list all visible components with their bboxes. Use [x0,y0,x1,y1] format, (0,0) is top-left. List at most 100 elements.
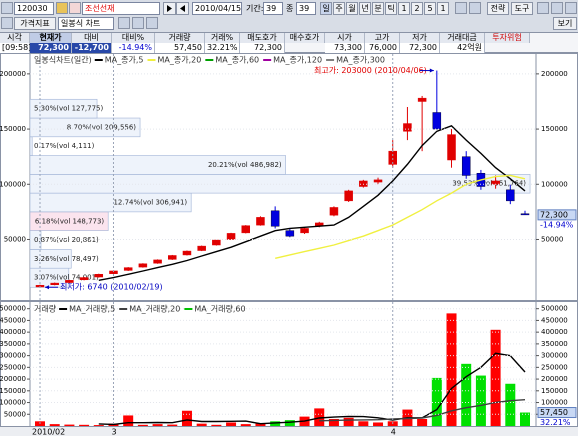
period-button[interactable]: 일 [320,2,332,15]
candle-body [344,190,353,202]
candle-body [256,217,265,226]
code-input[interactable]: 120030 [14,2,54,15]
candle-body [241,225,251,234]
volume-profile-label: 3.07%(vol 74,001) [34,274,99,282]
candle-body [182,250,192,256]
volume-profile-label: 5.30%(vol 127,775) [34,105,104,113]
x-tick-label: 4 [391,428,396,436]
ma-line [98,352,526,426]
y-tick-label-right: 300000 [541,352,568,360]
x-axis-band [0,427,578,436]
volume-bar [358,421,369,426]
chart-type-select[interactable]: 일봉식 차트 [58,17,114,30]
quote-header: 고가 [365,33,400,43]
volume-bar [181,410,192,426]
quote-value: [09:58] [0,43,32,53]
y-tick-label-right: 500000 [541,305,568,313]
period-button[interactable]: 틱 [385,2,397,15]
indicator-icon[interactable] [1,17,13,29]
period-button[interactable]: 5 [424,2,436,15]
volume-profile-label: 6.18%(vol 148,773) [35,217,105,225]
quote-header: 거래% [205,33,240,43]
flag-icon[interactable] [69,2,81,14]
candle-body [168,255,177,260]
legend-entry: MA_종가,5 [105,56,144,65]
period-button[interactable]: 월 [346,2,358,15]
y-tick-label: 200000 [0,375,26,383]
window-icon[interactable] [551,2,563,14]
tool-icon[interactable] [132,17,144,29]
y-tick-label: 100000 [0,399,26,407]
quote-header: 매수호가 [285,33,325,43]
volume-plot [35,313,530,426]
current-volume-box [537,407,577,419]
quote-header: 거래량 [155,33,205,43]
y-tick-label-right: 350000 [541,340,568,348]
candle-body [65,280,74,283]
volume-bar [343,417,354,426]
volume-profile-label: 0.87%(vol 20,861) [34,236,99,244]
y-tick-label-right: 50000 [541,235,563,243]
quote-value: 72,300 [240,43,285,53]
legend-title: 거래량 [34,304,57,314]
legend-entry: MA_거래량,5 [69,304,115,314]
quote-header: 대비% [112,33,155,43]
window-icon[interactable] [565,2,577,14]
quote-header: 시각 [0,33,30,43]
period-button[interactable]: 1 [398,2,410,15]
volume-bar [240,424,251,426]
window-icon[interactable] [537,2,549,14]
period-label: 기간: [246,4,264,13]
current-price-box [537,209,577,221]
period-button[interactable]: 주 [333,2,345,15]
volume-bar [417,418,428,426]
volume-bar [475,375,486,426]
tools-button[interactable]: 도구 [511,2,533,15]
date-input[interactable]: 2010/04/15 [192,2,242,15]
quote-value: -12,700 [72,43,112,53]
candle-body [138,263,148,268]
period-input[interactable]: 39 [263,2,283,15]
candle-body [153,259,162,264]
tool-icon[interactable] [146,17,158,29]
volume-bar [196,423,207,426]
quote-header: 대비 [72,33,112,43]
quote-value: 72,300 [30,43,72,53]
arrow-head [45,285,49,290]
volume-bar [284,420,295,426]
y-tick-label: 50000 [4,235,26,243]
candle-body [506,189,515,202]
period-button[interactable]: 2 [411,2,423,15]
volume-bar [167,424,178,426]
candle-body [94,274,104,278]
period-button[interactable]: 년 [359,2,371,15]
volume-bar [431,377,442,426]
volume-bar [211,424,222,426]
period-button[interactable]: 분 [372,2,384,15]
period-button[interactable]: 1 [437,2,449,15]
tool-icon[interactable] [455,2,467,14]
tool-icon[interactable] [469,2,481,14]
nav-arrows[interactable] [163,2,189,15]
count-input[interactable]: 39 [296,2,316,15]
indicator-button[interactable]: 가격지표 [14,17,56,30]
x-tick-label: 3 [111,428,116,436]
candle-body [329,207,339,216]
volume-bar [490,329,501,426]
ma-line [98,124,526,281]
legend-entry: MA_종가,20 [158,56,202,65]
y-tick-label-right: 150000 [541,125,568,133]
menu-icon[interactable] [1,2,13,14]
volume-profile-bar [30,155,286,175]
strategy-button[interactable]: 전략 [487,2,509,15]
tool-icon[interactable] [118,17,130,29]
y-tick-label-right: 250000 [541,363,568,371]
search-icon[interactable] [56,2,68,14]
view-button[interactable]: 보기 [553,17,577,30]
volume-bar [152,424,163,426]
volume-profile-label: 3.26%(vol 78,497) [34,255,99,263]
candle-body [212,239,221,246]
volume-profile-label: 20.21%(vol 486,982) [208,161,282,169]
volume-bar [64,424,75,426]
